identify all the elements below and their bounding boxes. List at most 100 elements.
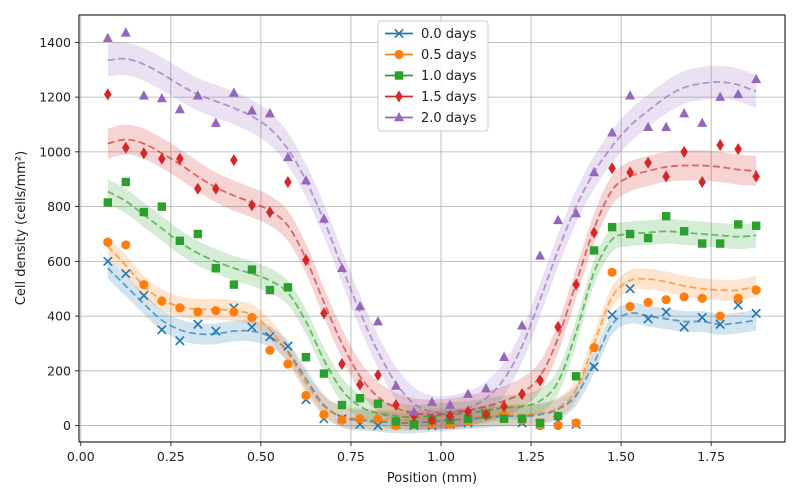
point-0-5-days — [211, 306, 221, 316]
point-1-0-days — [157, 202, 167, 211]
legend-label-2-0-days: 2.0 days — [421, 111, 477, 126]
point-1-0-days — [661, 211, 671, 221]
x-tick-label: 1.25 — [517, 449, 545, 464]
legend-marker-1-5-days — [395, 90, 403, 103]
point-0-0-days — [607, 309, 617, 320]
point-1-0-days — [355, 394, 365, 403]
point-1-0-days — [733, 220, 743, 229]
point-1-0-days — [175, 236, 185, 246]
x-tick-label: 1.00 — [427, 449, 455, 464]
point-1-0-days — [211, 263, 221, 273]
point-2-0-days — [102, 32, 113, 43]
point-0-5-days — [715, 311, 725, 321]
point-1-0-days — [301, 352, 311, 362]
point-1-5-days — [662, 170, 670, 183]
point-1-0-days — [247, 265, 257, 274]
point-0-5-days — [121, 240, 131, 250]
point-1-0-days — [139, 207, 149, 217]
point-0-0-days — [625, 283, 635, 294]
point-1-5-days — [176, 152, 184, 165]
point-1-5-days — [626, 166, 634, 179]
point-1-5-days — [194, 182, 202, 195]
point-2-0-days — [517, 320, 528, 330]
point-1-0-days — [499, 414, 509, 423]
point-1-5-days — [230, 154, 238, 167]
confidence-bands — [107, 42, 757, 434]
legend-marker-0-5-days — [394, 49, 404, 60]
band-1-5-days — [107, 124, 757, 430]
point-0-5-days — [265, 345, 275, 355]
point-0-0-days — [247, 322, 257, 332]
point-0-5-days — [733, 293, 743, 303]
point-2-0-days — [246, 105, 257, 115]
point-2-0-days — [697, 117, 708, 127]
point-0-0-days — [121, 268, 131, 279]
point-2-0-days — [210, 117, 221, 127]
legend-box — [377, 20, 489, 132]
point-1-0-days — [463, 414, 473, 423]
point-0-5-days — [553, 420, 563, 431]
point-2-0-days — [390, 380, 401, 390]
point-0-5-days — [139, 280, 149, 290]
point-1-0-days — [121, 177, 131, 187]
axis-ticks: 0.00 0.25 0.50 0.75 1.00 1.25 1.50 1.75 0 200 400 6… — [39, 35, 725, 464]
point-1-5-days — [392, 399, 400, 412]
point-2-0-days — [445, 399, 456, 409]
x-tick-label: 0.25 — [157, 449, 185, 464]
point-0-0-days — [751, 308, 761, 319]
point-1-5-days — [248, 199, 256, 212]
point-1-5-days — [212, 182, 220, 195]
point-0-0-days — [733, 300, 743, 310]
point-0-0-days — [103, 256, 113, 267]
legend-label-0-0-days: 0.0 days — [421, 27, 477, 42]
x-tick-label: 0.50 — [247, 449, 275, 464]
point-0-0-days — [589, 361, 599, 372]
point-0-5-days — [193, 307, 203, 317]
x-tick-label: 1.75 — [697, 449, 725, 464]
point-1-5-days — [374, 368, 382, 381]
point-2-0-days — [120, 27, 131, 37]
point-0-0-days — [679, 322, 689, 332]
point-1-0-days — [193, 229, 203, 239]
point-1-5-days — [752, 170, 760, 183]
point-1-0-days — [229, 280, 239, 289]
point-1-5-days — [716, 139, 724, 152]
point-0-0-days — [661, 307, 671, 317]
legend: 0.0 days 0.5 days 1.0 days 1.5 days 2.0 days — [377, 20, 489, 132]
point-0-5-days — [229, 307, 239, 317]
point-1-0-days — [643, 233, 653, 243]
point-1-0-days — [391, 417, 401, 426]
point-1-5-days — [320, 307, 328, 320]
point-1-5-days — [734, 143, 742, 156]
point-2-0-days — [336, 262, 347, 272]
point-0-5-days — [175, 303, 185, 313]
x-tick-label: 1.50 — [607, 449, 635, 464]
point-0-5-days — [103, 237, 113, 247]
point-1-0-days — [337, 400, 347, 410]
y-axis-label: Cell density (cells/mm²) — [14, 151, 29, 305]
point-2-0-days — [481, 383, 492, 393]
point-2-0-days — [228, 87, 239, 97]
legend-label-0-5-days: 0.5 days — [421, 48, 477, 63]
point-1-0-days — [553, 411, 563, 421]
y-tick-label: 1200 — [39, 90, 71, 105]
point-2-0-days — [408, 406, 419, 416]
point-0-5-days — [319, 410, 329, 420]
point-0-5-days — [571, 418, 581, 428]
y-tick-label: 400 — [47, 309, 71, 324]
x-tick-label: 0.75 — [337, 449, 365, 464]
point-1-5-days — [140, 147, 148, 160]
y-tick-label: 1000 — [39, 144, 71, 159]
point-1-5-days — [644, 156, 652, 169]
point-1-5-days — [428, 414, 436, 427]
point-2-0-days — [300, 175, 311, 185]
legend-marker-1-0-days — [394, 71, 404, 80]
legend-label-1-0-days: 1.0 days — [421, 69, 477, 84]
point-1-0-days — [373, 399, 383, 408]
point-0-5-days — [589, 342, 599, 353]
point-2-0-days — [192, 90, 203, 100]
point-2-0-days — [427, 396, 437, 407]
point-2-0-days — [625, 90, 636, 100]
point-1-5-days — [554, 321, 562, 334]
point-1-0-days — [409, 420, 419, 429]
